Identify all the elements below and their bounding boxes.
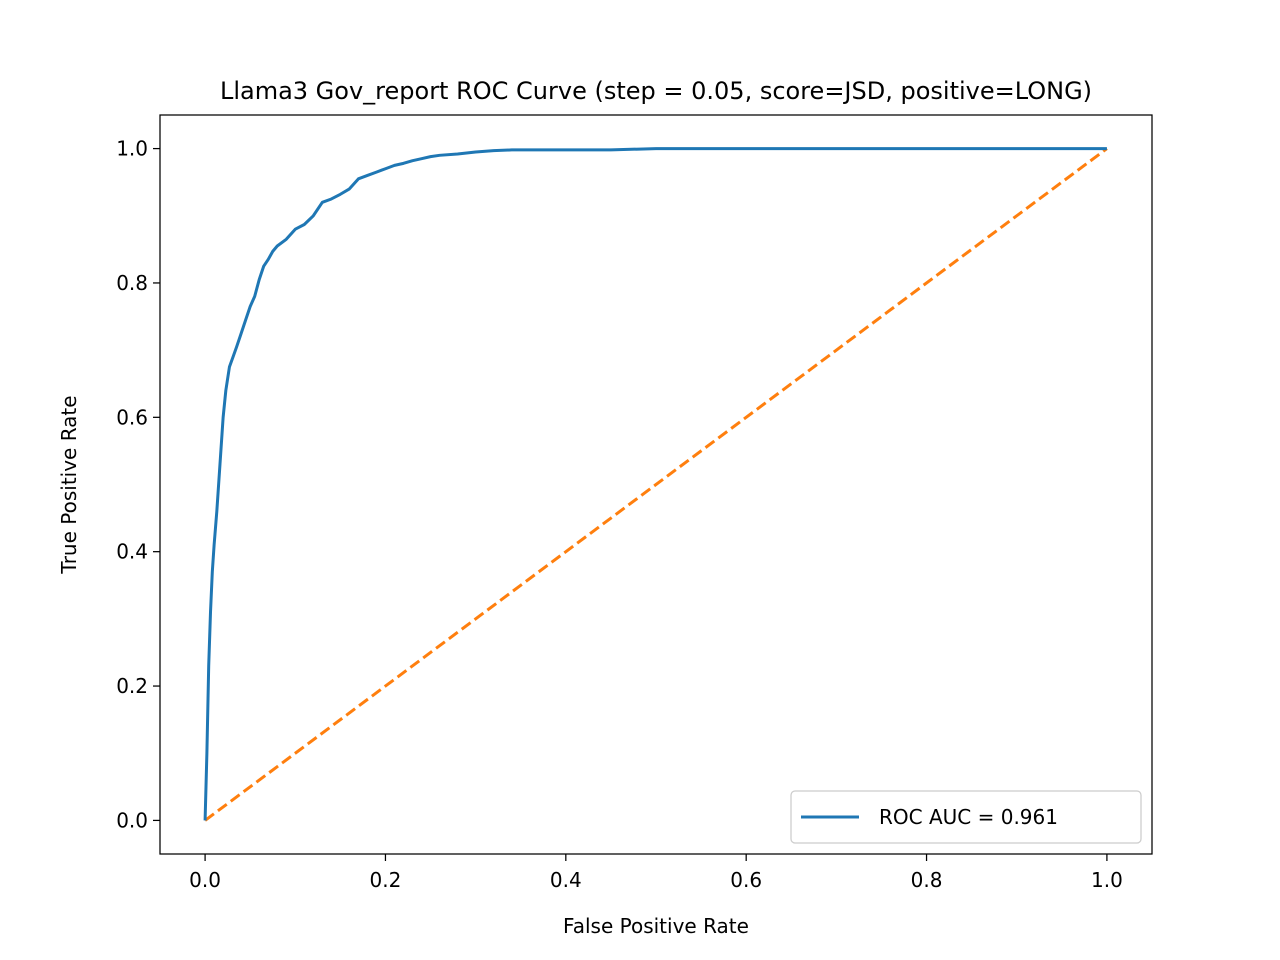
x-tick-label: 1.0 [1091,868,1123,892]
y-axis-ticks: 0.0 0.2 0.4 0.6 0.8 1.0 [116,137,160,832]
legend-box [790,790,1142,844]
y-tick-label: 1.0 [116,137,148,161]
y-axis-label: True Positive Rate [57,395,81,574]
plot-area [203,147,1108,822]
diagonal-reference-line [204,147,1108,822]
series-layer [203,147,1108,822]
x-tick-label: 0.2 [370,868,402,892]
y-tick-label: 0.8 [116,271,148,295]
roc-curve-line [203,147,1107,821]
y-tick-label: 0.0 [116,808,148,832]
x-tick-label: 0.6 [730,868,762,892]
y-tick-label: 0.6 [116,405,148,429]
x-tick-label: 0.4 [550,868,582,892]
legend: ROC AUC = 0.961 [790,790,1142,844]
y-tick-label: 0.4 [116,540,148,564]
x-tick-label: 0.0 [189,868,221,892]
legend-label: ROC AUC = 0.961 [879,805,1058,829]
y-tick-label: 0.2 [116,674,148,698]
axes-frame [159,114,1153,855]
x-tick-label: 0.8 [911,868,943,892]
x-axis-label: False Positive Rate [563,914,749,938]
x-axis-ticks: 0.0 0.2 0.4 0.6 0.8 1.0 [189,854,1123,892]
chart-title: Llama3 Gov_report ROC Curve (step = 0.05… [220,77,1092,105]
